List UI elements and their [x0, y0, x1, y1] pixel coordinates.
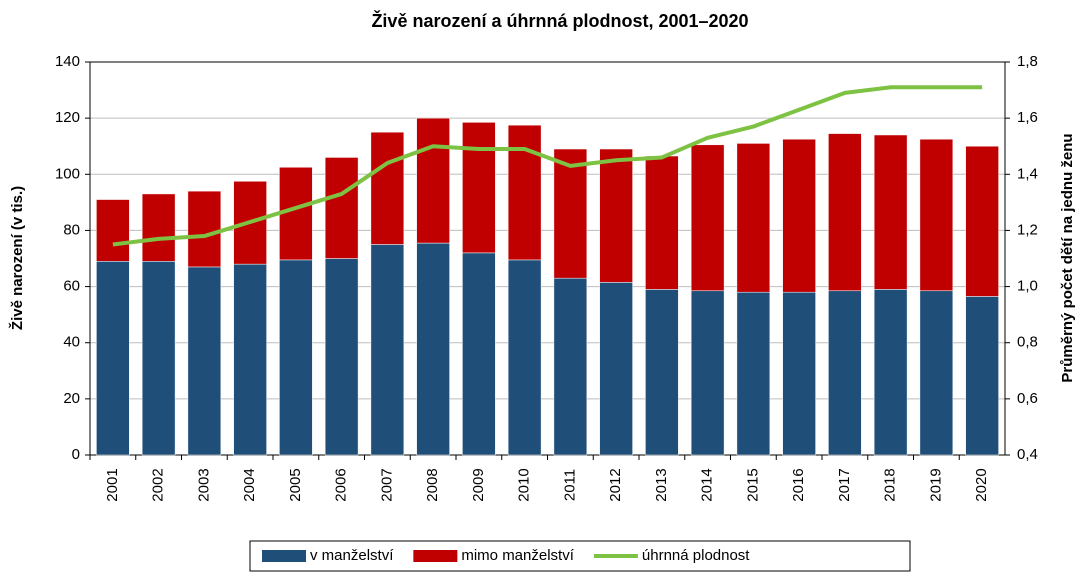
bar — [96, 261, 130, 456]
bar — [416, 242, 450, 456]
y2-tick-label: 1,0 — [1017, 278, 1038, 295]
legend-label: v manželství — [310, 547, 394, 564]
legend-label: úhrnná plodnost — [642, 547, 750, 564]
x-tick-label: 2018 — [882, 468, 899, 501]
x-tick-label: 2016 — [790, 468, 807, 501]
bar — [645, 155, 679, 290]
bar — [553, 277, 588, 456]
y-tick-label: 140 — [55, 53, 80, 70]
bar — [324, 258, 359, 456]
line — [112, 85, 983, 247]
bar — [873, 289, 908, 456]
bar — [645, 289, 679, 456]
bar — [141, 193, 176, 262]
bar — [828, 290, 862, 456]
bar — [690, 290, 725, 456]
bar — [965, 145, 999, 297]
plot-frame — [89, 61, 1006, 456]
legend-label: mimo manželství — [461, 547, 574, 564]
y2-tick-label: 1,4 — [1017, 165, 1038, 182]
bar — [324, 157, 359, 259]
bar — [96, 199, 130, 262]
x-tick-label: 2002 — [150, 468, 167, 501]
x-tick-label: 2012 — [607, 468, 624, 501]
bar — [828, 133, 862, 292]
bar — [782, 138, 816, 293]
bar — [370, 244, 405, 456]
legend-swatch — [262, 550, 306, 562]
bar — [141, 261, 176, 456]
y2-tick-label: 1,8 — [1017, 53, 1038, 70]
bar — [279, 259, 313, 456]
bar — [553, 148, 588, 279]
x-tick-label: 2019 — [927, 468, 944, 501]
bar — [507, 124, 542, 261]
x-tick-label: 2001 — [104, 468, 121, 501]
bar — [507, 259, 542, 456]
x-tick-label: 2004 — [241, 468, 258, 501]
x-tick-label: 2003 — [195, 468, 212, 501]
bar — [462, 252, 496, 456]
bar — [919, 138, 954, 292]
x-tick-label: 2011 — [561, 469, 578, 501]
x-tick-label: 2007 — [378, 468, 395, 501]
y-axis-label: Živě narození (v tis.) — [8, 186, 26, 330]
bar — [690, 144, 725, 292]
bar — [965, 296, 999, 456]
bar — [279, 167, 313, 261]
y2-tick-label: 1,2 — [1017, 221, 1038, 238]
x-tick-label: 2006 — [333, 468, 350, 501]
bar — [187, 266, 222, 456]
y2-tick-label: 0,6 — [1017, 390, 1038, 407]
y-tick-label: 120 — [55, 109, 80, 126]
bar — [416, 117, 450, 244]
y2-tick-label: 0,4 — [1017, 446, 1038, 463]
x-tick-label: 2009 — [470, 468, 487, 501]
y2-tick-label: 1,6 — [1017, 109, 1038, 126]
legend-swatch — [413, 550, 458, 562]
y2-tick-label: 0,8 — [1017, 334, 1038, 351]
y-tick-label: 40 — [63, 334, 80, 351]
bar — [599, 282, 633, 456]
bar — [736, 143, 771, 293]
x-tick-label: 2010 — [516, 468, 533, 501]
legend-box — [249, 540, 911, 572]
x-tick-label: 2013 — [653, 468, 670, 501]
chart-title: Živě narození a úhrnná plodnost, 2001–20… — [371, 10, 748, 31]
x-tick-label: 2014 — [699, 468, 716, 501]
x-tick-label: 2008 — [424, 468, 441, 501]
x-tick-label: 2020 — [973, 468, 990, 501]
bar — [736, 291, 771, 456]
y-tick-label: 100 — [55, 165, 80, 182]
x-tick-label: 2005 — [287, 468, 304, 501]
y-tick-label: 20 — [63, 390, 80, 407]
y2-axis-label: Průměrný počet dětí na jednu ženu — [1059, 133, 1076, 382]
bar — [233, 263, 267, 456]
bar — [919, 290, 954, 456]
x-tick-label: 2015 — [744, 468, 761, 501]
bar — [370, 131, 405, 245]
y-tick-label: 0 — [72, 446, 80, 463]
bar — [599, 148, 633, 283]
x-tick-label: 2017 — [836, 468, 853, 501]
bar — [462, 122, 496, 254]
y-tick-label: 80 — [63, 221, 80, 238]
bar — [187, 190, 222, 268]
bar — [873, 134, 908, 290]
y-tick-label: 60 — [63, 278, 80, 295]
bar — [782, 291, 816, 456]
